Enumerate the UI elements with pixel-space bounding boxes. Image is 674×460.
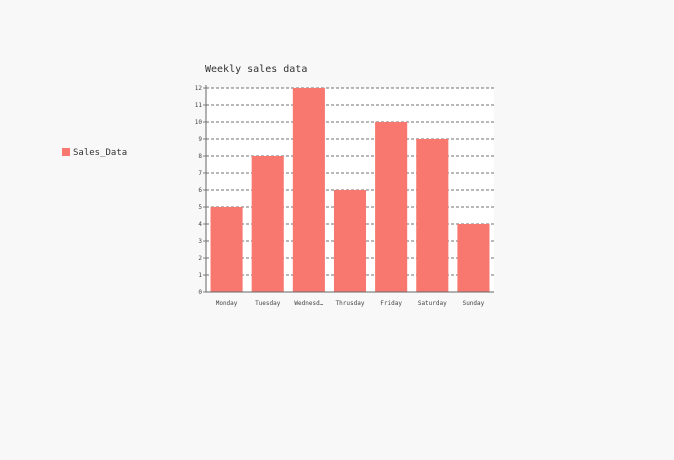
y-tick-label: 10 bbox=[195, 119, 203, 126]
x-tick-label: Monday bbox=[216, 300, 238, 307]
y-tick-label: 4 bbox=[198, 221, 202, 228]
x-tick-label: Friday bbox=[380, 300, 402, 307]
y-tick-label: 0 bbox=[198, 289, 202, 296]
bar-friday[interactable] bbox=[375, 122, 408, 292]
x-tick-labels: Monday Tuesday Wednesd… Thrusday Friday Satur… bbox=[216, 300, 485, 307]
x-tick-label: Saturday bbox=[418, 300, 447, 307]
legend[interactable]: Sales_Data bbox=[62, 148, 127, 158]
chart-title: Weekly sales data bbox=[205, 64, 307, 75]
y-tick-label: 3 bbox=[198, 238, 202, 245]
y-tick-label: 1 bbox=[198, 272, 202, 279]
x-tick-label: Tuesday bbox=[255, 300, 281, 307]
legend-swatch bbox=[62, 148, 70, 156]
x-tick-label: Thrusday bbox=[336, 300, 365, 307]
y-tick-label: 2 bbox=[198, 255, 202, 262]
bar-sunday[interactable] bbox=[457, 224, 490, 292]
y-tick-label: 12 bbox=[195, 85, 203, 92]
legend-label: Sales_Data bbox=[73, 148, 127, 158]
bar-monday[interactable] bbox=[210, 207, 243, 292]
y-tick-label: 7 bbox=[198, 170, 202, 177]
x-tick-label: Sunday bbox=[463, 300, 485, 307]
y-tick-label: 6 bbox=[198, 187, 202, 194]
y-tick-label: 5 bbox=[198, 204, 202, 211]
y-tick-label: 11 bbox=[195, 102, 203, 109]
x-tick-label: Wednesd… bbox=[294, 300, 323, 307]
bar-thrusday[interactable] bbox=[333, 190, 367, 292]
y-tick-label: 8 bbox=[198, 153, 202, 160]
bars bbox=[210, 88, 490, 292]
bar-wednesd[interactable] bbox=[292, 88, 325, 292]
y-tick-label: 9 bbox=[198, 136, 202, 143]
axes bbox=[205, 85, 494, 293]
bar-tuesday[interactable] bbox=[251, 156, 284, 292]
bar-saturday[interactable] bbox=[416, 139, 449, 292]
